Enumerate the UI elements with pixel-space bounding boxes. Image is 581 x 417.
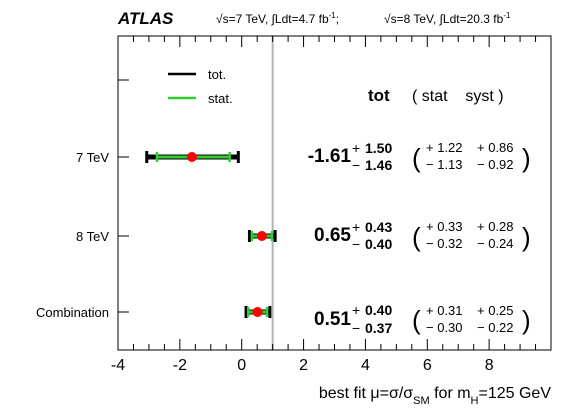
best-fit-marker-combination — [252, 307, 263, 317]
value-8tev: 0.65 — [314, 225, 351, 246]
tot-up-sign-combination: + — [352, 302, 360, 318]
x-tick-label: -4 — [111, 357, 125, 374]
table-header-stat-syst: ( stat syst ) — [412, 88, 504, 105]
syst-down-7tev: − 0.92 — [477, 157, 514, 172]
x-label-mid: for m — [430, 385, 471, 402]
stat-up-7tev: + 1.22 — [426, 140, 463, 155]
category-label-combination: Combination — [36, 305, 109, 320]
tot-down-8tev: 0.40 — [365, 236, 392, 252]
run-separator: ; — [336, 12, 339, 26]
tot-down-sign-8tev: − — [352, 236, 360, 252]
tot-down-sign-combination: − — [352, 320, 360, 336]
run8-label: √s=8 TeV, ∫Ldt=20.3 fb-1 — [384, 11, 511, 26]
close-paren-7tev: ) — [522, 143, 531, 173]
close-paren-combination: ) — [522, 305, 531, 335]
stat-down-combination: − 0.30 — [426, 320, 463, 335]
x-tick-label: 2 — [299, 357, 308, 374]
x-axis-tick-labels: -4 -2 0 2 4 6 8 — [111, 357, 494, 374]
legend-stat-label: stat. — [208, 91, 233, 106]
stat-up-8tev: + 0.33 — [426, 219, 463, 234]
x-label-sub-h: H — [471, 395, 479, 407]
syst-down-combination: − 0.22 — [477, 320, 514, 335]
syst-up-combination: + 0.25 — [477, 303, 514, 318]
category-label-8tev: 8 TeV — [76, 229, 109, 244]
x-label-suffix: =125 GeV — [479, 385, 552, 402]
run8-sup: -1 — [503, 11, 511, 20]
atlas-label: ATLAS — [117, 9, 174, 28]
x-axis-label: best fit μ=σ/σSM for mH=125 GeV — [319, 385, 552, 407]
syst-up-7tev: + 0.86 — [477, 140, 514, 155]
tot-up-sign-7tev: + — [352, 140, 360, 156]
tot-up-7tev: 1.50 — [365, 140, 392, 156]
stat-down-8tev: − 0.32 — [426, 236, 463, 251]
table-row-7tev: -1.61 + 1.50 − 1.46 ( + 1.22 − 1.13 + 0.… — [308, 140, 531, 173]
run7-sup: -1 — [329, 11, 337, 20]
x-tick-label: 4 — [361, 357, 370, 374]
open-paren-8tev: ( — [412, 222, 421, 252]
x-tick-label: -2 — [173, 357, 187, 374]
table-header-tot: tot — [368, 86, 390, 105]
stat-down-7tev: − 1.13 — [426, 157, 463, 172]
open-paren-7tev: ( — [412, 143, 421, 173]
run7-label: √s=7 TeV, ∫Ldt=4.7 fb-1; — [216, 11, 339, 26]
legend: tot. stat. — [168, 67, 233, 106]
legend-tot-label: tot. — [208, 67, 226, 82]
tot-down-7tev: 1.46 — [365, 157, 392, 173]
table-row-8tev: 0.65 + 0.43 − 0.40 ( + 0.33 − 0.32 + 0.2… — [314, 219, 531, 252]
x-label-sub-sm: SM — [413, 395, 430, 407]
syst-down-8tev: − 0.24 — [477, 236, 514, 251]
close-paren-8tev: ) — [522, 222, 531, 252]
open-paren-combination: ( — [412, 305, 421, 335]
tot-up-combination: 0.40 — [365, 302, 392, 318]
value-combination: 0.51 — [314, 309, 351, 330]
syst-up-8tev: + 0.28 — [477, 219, 514, 234]
best-fit-marker-8-tev — [256, 231, 267, 241]
run8-text: √s=8 TeV, ∫Ldt=20.3 fb — [384, 12, 504, 26]
x-label-prefix: best fit μ=σ/σ — [319, 385, 413, 402]
x-tick-label: 0 — [237, 357, 246, 374]
x-tick-label: 6 — [423, 357, 432, 374]
run7-text: √s=7 TeV, ∫Ldt=4.7 fb — [216, 12, 329, 26]
x-axis-ticks — [117, 36, 552, 350]
category-label-7tev: 7 TeV — [76, 150, 109, 165]
tot-up-sign-8tev: + — [352, 219, 360, 235]
tot-down-sign-7tev: − — [352, 157, 360, 173]
tot-down-combination: 0.37 — [365, 320, 392, 336]
y-axis-ticks — [118, 79, 129, 313]
table-row-combination: 0.51 + 0.40 − 0.37 ( + 0.31 − 0.30 + 0.2… — [314, 302, 531, 336]
value-7tev: -1.61 — [308, 146, 352, 167]
x-tick-label: 8 — [485, 357, 494, 374]
error-bars — [145, 151, 277, 318]
tot-up-8tev: 0.43 — [365, 219, 392, 235]
best-fit-marker-7-tev — [186, 152, 197, 162]
stat-up-combination: + 0.31 — [426, 303, 463, 318]
